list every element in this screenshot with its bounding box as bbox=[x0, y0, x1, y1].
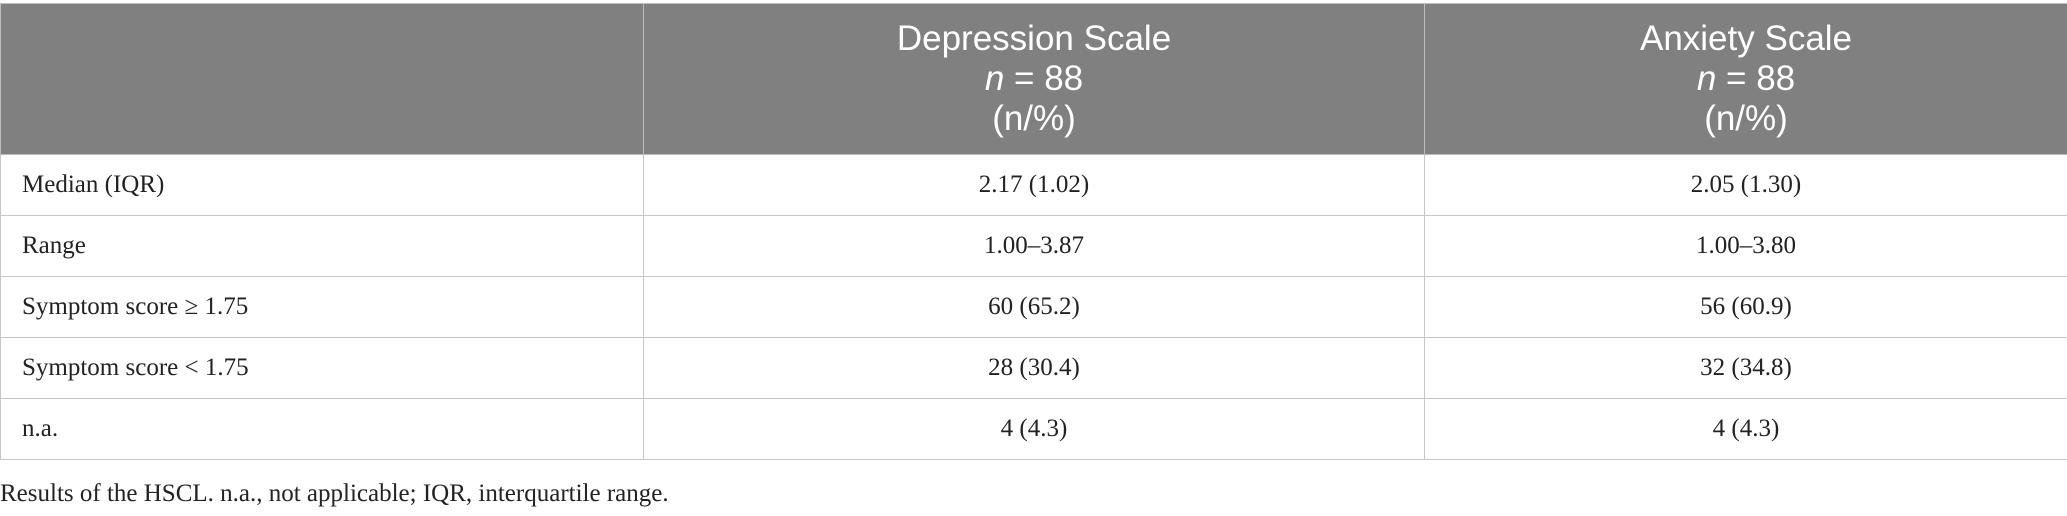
anxiety-value: 4 (4.3) bbox=[1424, 398, 2067, 460]
header-depression-title: Depression Scale bbox=[896, 19, 1172, 58]
header-depression-unit: (n/%) bbox=[992, 99, 1076, 138]
results-table-container: Depression Scale n = 88 (n/%) Anxiety Sc… bbox=[0, 3, 2067, 460]
table-row: Symptom score < 1.75 28 (30.4) 32 (34.8) bbox=[0, 337, 2067, 399]
table-row: Median (IQR) 2.17 (1.02) 2.05 (1.30) bbox=[0, 154, 2067, 216]
header-anxiety-n-value: = 88 bbox=[1716, 59, 1796, 98]
header-row: Depression Scale n = 88 (n/%) Anxiety Sc… bbox=[0, 3, 2067, 155]
row-label: n.a. bbox=[0, 398, 644, 460]
depression-value: 28 (30.4) bbox=[643, 337, 1425, 399]
table-row: n.a. 4 (4.3) 4 (4.3) bbox=[0, 398, 2067, 460]
depression-value: 2.17 (1.02) bbox=[643, 154, 1425, 216]
header-anxiety-unit: (n/%) bbox=[1704, 99, 1788, 138]
header-cell-anxiety: Anxiety Scale n = 88 (n/%) bbox=[1424, 3, 2067, 155]
anxiety-value: 1.00–3.80 bbox=[1424, 215, 2067, 277]
table-body: Median (IQR) 2.17 (1.02) 2.05 (1.30) Ran… bbox=[0, 154, 2067, 460]
table-header: Depression Scale n = 88 (n/%) Anxiety Sc… bbox=[0, 3, 2067, 155]
depression-value: 1.00–3.87 bbox=[643, 215, 1425, 277]
anxiety-value: 32 (34.8) bbox=[1424, 337, 2067, 399]
header-depression-n-value: = 88 bbox=[1004, 59, 1084, 98]
table-caption: Results of the HSCL. n.a., not applicabl… bbox=[0, 480, 669, 507]
anxiety-value: 56 (60.9) bbox=[1424, 276, 2067, 338]
header-cell-depression: Depression Scale n = 88 (n/%) bbox=[643, 3, 1425, 155]
header-cell-label bbox=[0, 3, 644, 155]
header-depression-n-symbol: n bbox=[984, 59, 1005, 98]
depression-value: 4 (4.3) bbox=[643, 398, 1425, 460]
row-label: Symptom score ≥ 1.75 bbox=[0, 276, 644, 338]
row-label: Median (IQR) bbox=[0, 154, 644, 216]
table-row: Range 1.00–3.87 1.00–3.80 bbox=[0, 215, 2067, 277]
header-anxiety-title: Anxiety Scale bbox=[1639, 19, 1853, 58]
header-anxiety-n: n = 88 bbox=[1425, 59, 2067, 99]
anxiety-value: 2.05 (1.30) bbox=[1424, 154, 2067, 216]
header-depression-n: n = 88 bbox=[644, 59, 1424, 99]
hscl-results-table: Depression Scale n = 88 (n/%) Anxiety Sc… bbox=[0, 3, 2067, 460]
row-label: Symptom score < 1.75 bbox=[0, 337, 644, 399]
depression-value: 60 (65.2) bbox=[643, 276, 1425, 338]
table-row: Symptom score ≥ 1.75 60 (65.2) 56 (60.9) bbox=[0, 276, 2067, 338]
header-anxiety-n-symbol: n bbox=[1696, 59, 1717, 98]
row-label: Range bbox=[0, 215, 644, 277]
